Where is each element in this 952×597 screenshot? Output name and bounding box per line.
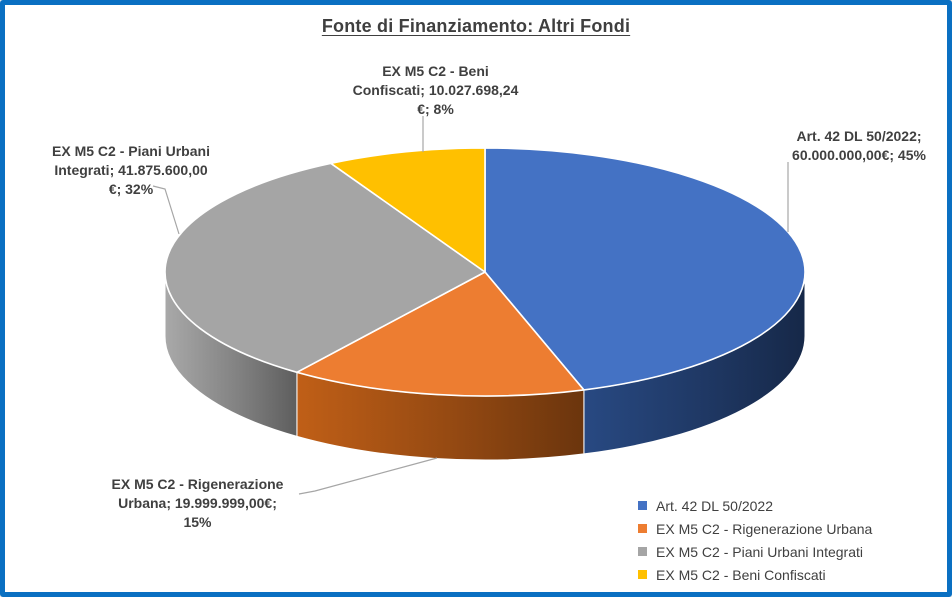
legend-label: Art. 42 DL 50/2022 [656, 497, 774, 514]
data-label-rigenerazione: EX M5 C2 - Rigenerazione Urbana; 19.999.… [111, 476, 284, 530]
chart-title: Fonte di Finanziamento: Altri Fondi [321, 16, 631, 36]
pie-chart-3d [152, 116, 806, 495]
legend-label: EX M5 C2 - Beni Confiscati [656, 566, 826, 583]
data-label-piani-urbani: EX M5 C2 - Piani Urbani Integrati; 41.87… [52, 143, 210, 197]
pie-slice-art-42-dl-50-2022[interactable] [484, 147, 806, 391]
legend-item-art-42-dl-50-2022[interactable]: Art. 42 DL 50/2022 [638, 494, 872, 517]
legend-label: EX M5 C2 - Rigenerazione Urbana [656, 520, 873, 537]
legend-item-ex-m5-c2-beni-confiscati[interactable]: EX M5 C2 - Beni Confiscati [638, 563, 872, 586]
legend-swatch-icon [638, 570, 647, 579]
legend-swatch-icon [638, 524, 647, 533]
leader-line [298, 457, 438, 495]
legend-item-ex-m5-c2-rigenerazione-urbana[interactable]: EX M5 C2 - Rigenerazione Urbana [638, 517, 872, 540]
data-label-beni-confiscati: EX M5 C2 - Beni Confiscati; 10.027.698,2… [352, 63, 519, 117]
pie-slice-ex-m5-c2-rigenerazione-urbana[interactable] [296, 271, 585, 397]
legend-item-ex-m5-c2-piani-urbani-integrati[interactable]: EX M5 C2 - Piani Urbani Integrati [638, 540, 872, 563]
legend-swatch-icon [638, 501, 647, 510]
legend-label: EX M5 C2 - Piani Urbani Integrati [656, 543, 863, 560]
leader-line [152, 185, 180, 235]
pie-slice-ex-m5-c2-piani-urbani-integrati[interactable] [164, 162, 486, 374]
legend-swatch-icon [638, 547, 647, 556]
data-label-art-42: Art. 42 DL 50/2022; 60.000.000,00€; 45% [792, 128, 926, 163]
legend: Art. 42 DL 50/2022 EX M5 C2 - Rigenerazio… [638, 494, 872, 586]
pie-slice-ex-m5-c2-beni-confiscati[interactable] [330, 147, 486, 273]
